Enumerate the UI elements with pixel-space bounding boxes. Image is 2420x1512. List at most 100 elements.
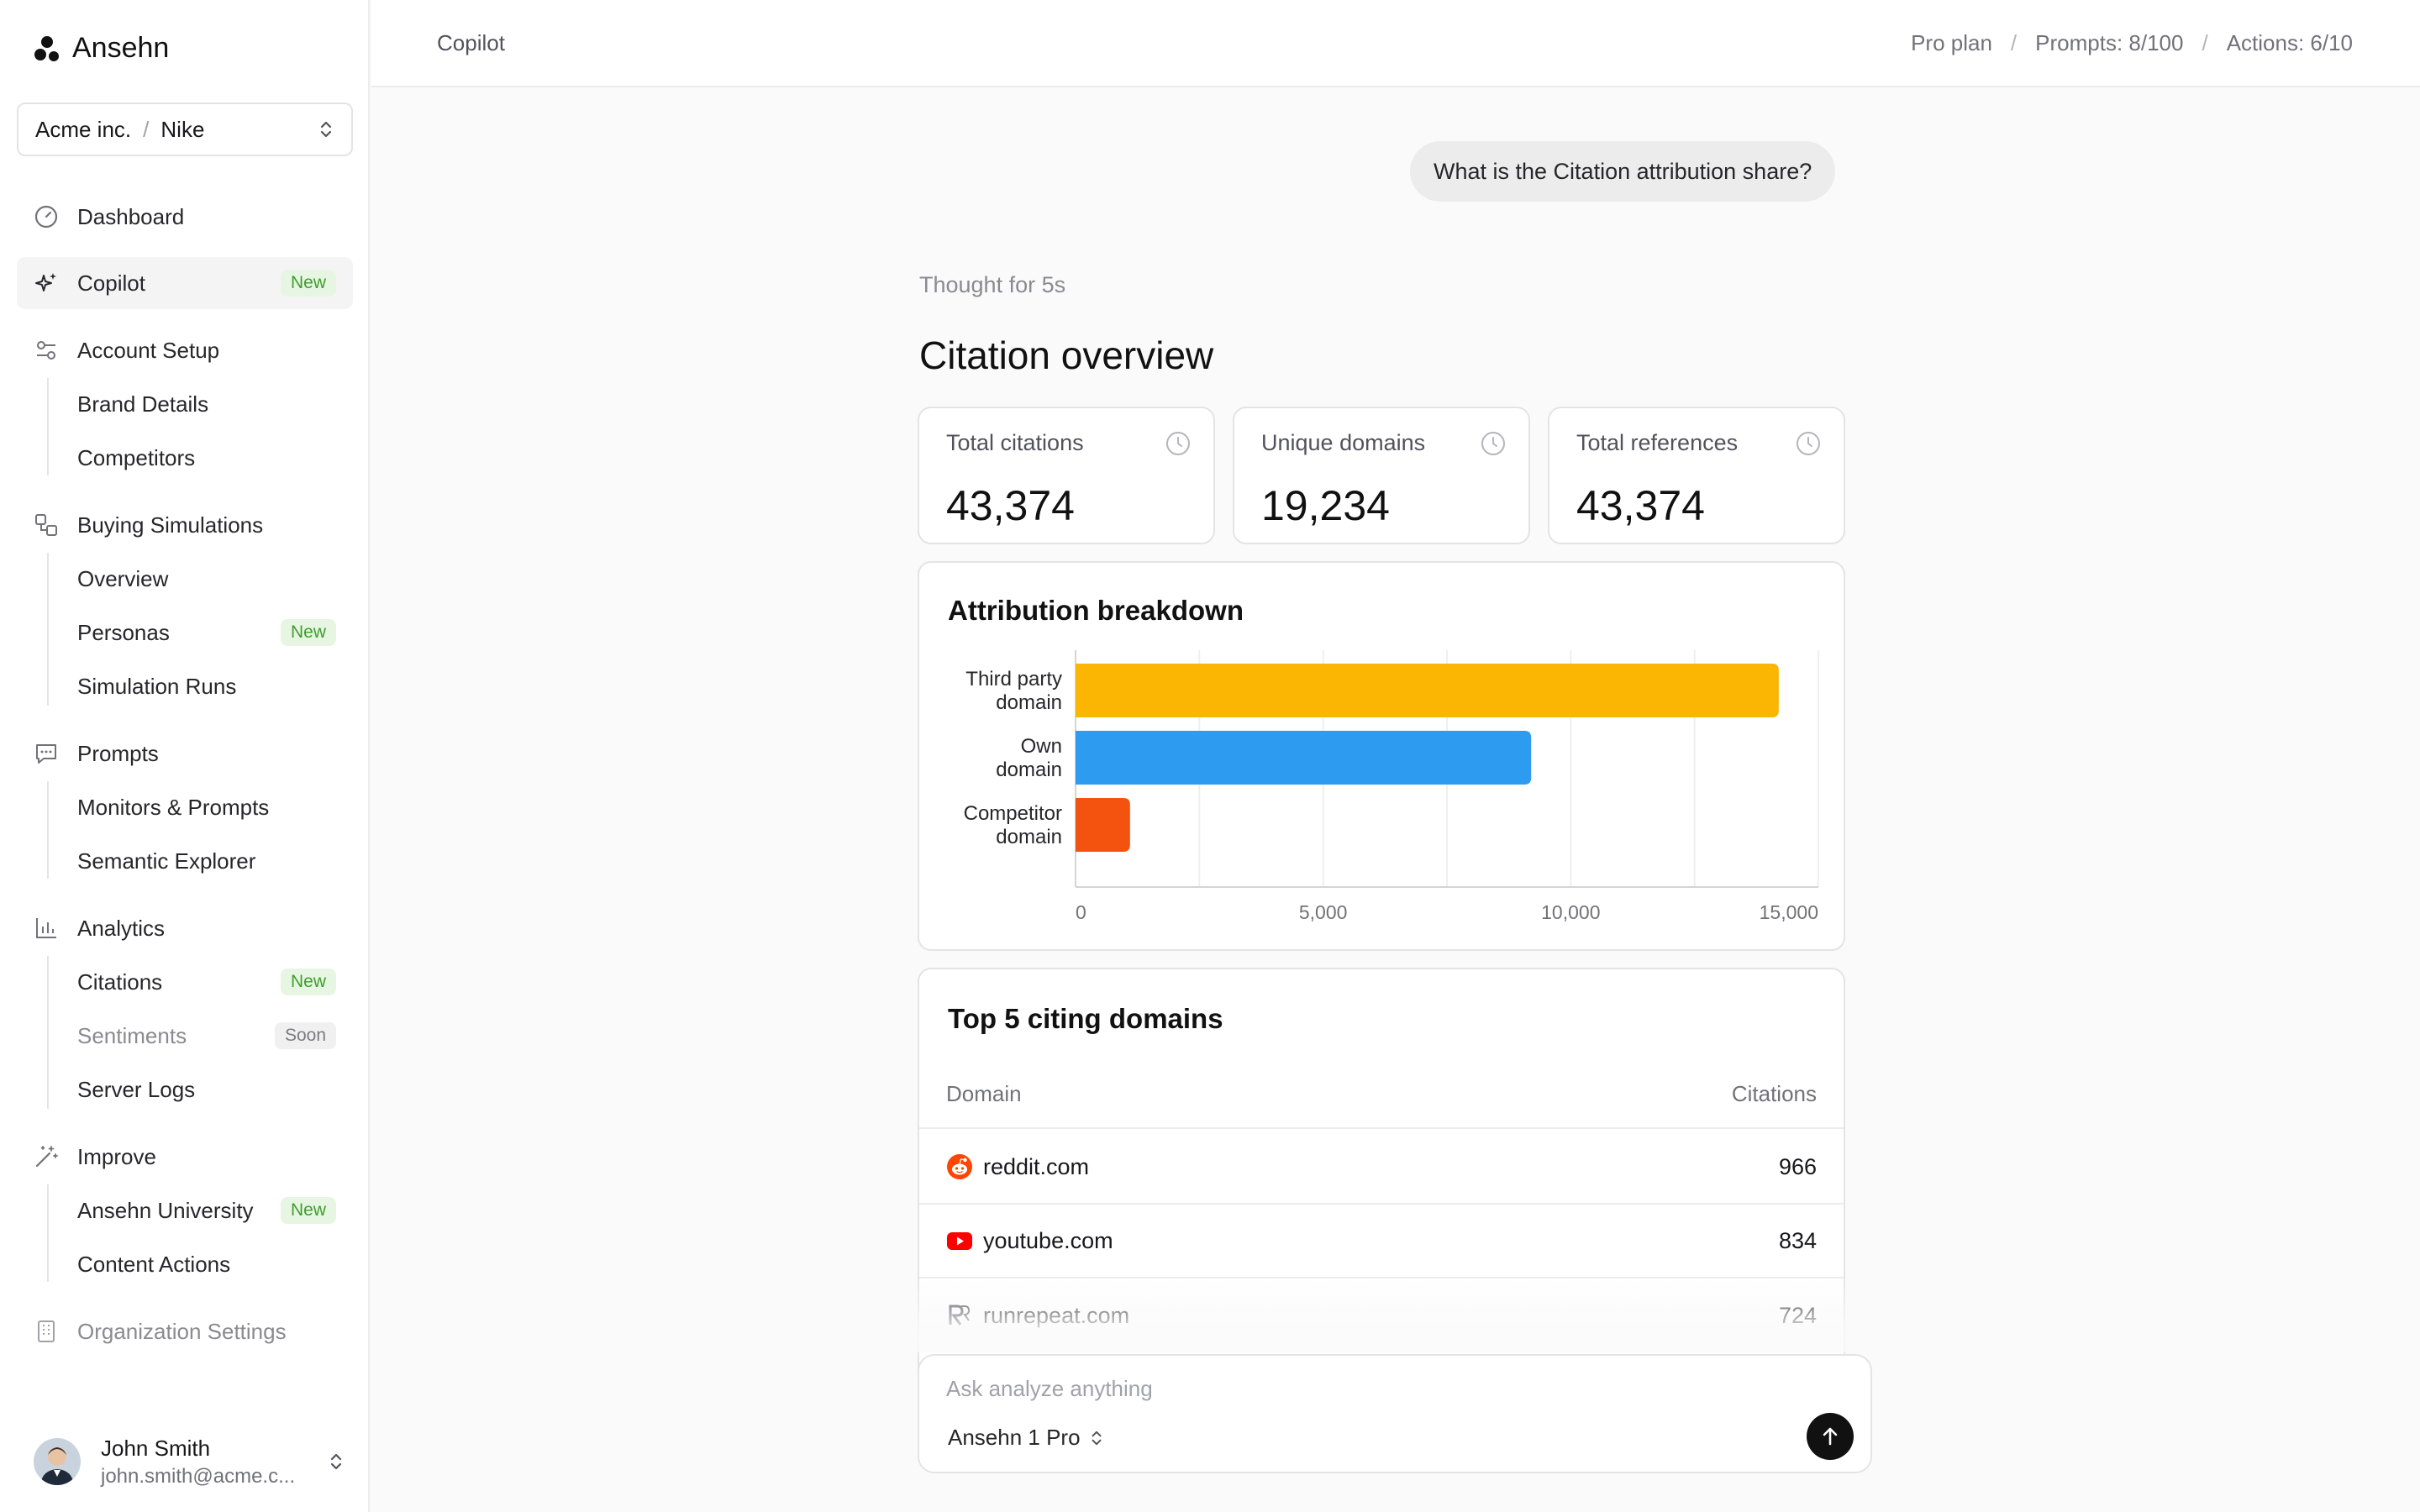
x-tick-label: 0	[1076, 901, 1086, 923]
sidebar-item-monitors-prompts[interactable]: Monitors & Prompts	[77, 781, 353, 833]
plan-usage: Pro plan / Prompts: 8/100 / Actions: 6/1…	[1911, 30, 2353, 56]
plan-separator: /	[2202, 30, 2208, 55]
org-switcher[interactable]: Acme inc. / Nike	[17, 102, 353, 156]
column-header-domain[interactable]: Domain	[946, 1080, 1022, 1106]
new-badge: New	[280, 619, 336, 646]
sidebar-label: Copilot	[77, 270, 145, 296]
new-badge: New	[280, 270, 336, 297]
column-header-citations[interactable]: Citations	[1731, 1080, 1817, 1106]
stat-label: Unique domains	[1261, 430, 1426, 455]
table-row[interactable]: reddit.com 966	[919, 1131, 1844, 1205]
clock-icon[interactable]	[1165, 430, 1192, 457]
sidebar-item-ansehn-university[interactable]: Ansehn University New	[77, 1184, 353, 1236]
arrow-up-icon	[1823, 1427, 1838, 1446]
model-selector[interactable]: Ansehn 1 Pro	[948, 1425, 1104, 1451]
sidebar-label: Analytics	[77, 915, 166, 941]
user-name: John Smith	[101, 1435, 211, 1461]
x-tick-label: 10,000	[1541, 901, 1600, 923]
org-name: Acme inc.	[35, 116, 132, 142]
chart-bar	[1076, 798, 1130, 852]
nav-guide-line	[47, 781, 49, 879]
actions-usage: Actions: 6/10	[2226, 30, 2353, 55]
category-label: domain	[996, 759, 1062, 781]
sidebar-item-copilot[interactable]: Copilot New	[17, 257, 353, 309]
response-title: Citation overview	[919, 333, 1214, 377]
sidebar-label: Citations	[77, 969, 163, 995]
sliders-icon	[34, 338, 59, 363]
clock-icon[interactable]	[1480, 430, 1507, 457]
model-name: Ansehn 1 Pro	[948, 1425, 1081, 1450]
sidebar-item-buying-simulations[interactable]: Buying Simulations	[17, 499, 353, 551]
new-badge: New	[280, 969, 336, 995]
chevron-up-down-icon	[1092, 1431, 1102, 1445]
sidebar-label: Semantic Explorer	[77, 848, 256, 874]
category-label: domain	[996, 826, 1062, 848]
stat-value: 43,374	[1576, 482, 1705, 529]
sidebar-item-dashboard[interactable]: Dashboard	[17, 191, 353, 243]
category-label: domain	[996, 691, 1062, 714]
sidebar-label: Server Logs	[77, 1076, 196, 1102]
category-label: Own	[1021, 735, 1062, 758]
table-row[interactable]: runrepeat.com 724	[919, 1278, 1844, 1352]
sidebar-label: Content Actions	[77, 1251, 231, 1277]
chat-input[interactable]	[946, 1376, 1702, 1402]
magic-wand-icon	[34, 1144, 59, 1169]
top-domains-card: Top 5 citing domains Domain Citations re…	[918, 968, 1845, 1404]
sidebar-item-brand-details[interactable]: Brand Details	[77, 378, 353, 430]
sidebar-item-sentiments: Sentiments Soon	[77, 1010, 353, 1062]
sidebar-item-improve[interactable]: Improve	[17, 1131, 353, 1183]
app-name: Ansehn	[72, 32, 170, 64]
x-tick-label: 5,000	[1299, 901, 1348, 923]
sparkles-icon	[34, 270, 59, 296]
clock-icon[interactable]	[1795, 430, 1822, 457]
plan-name[interactable]: Pro plan	[1911, 30, 1992, 55]
chart-title: Attribution breakdown	[948, 595, 1244, 626]
chevron-up-down-icon	[320, 121, 332, 138]
stat-value: 19,234	[1261, 482, 1390, 529]
sidebar-item-prompts[interactable]: Prompts	[17, 727, 353, 780]
table-row[interactable]: youtube.com 834	[919, 1205, 1844, 1278]
sidebar-item-content-actions[interactable]: Content Actions	[77, 1238, 353, 1290]
sidebar-label: Ansehn University	[77, 1197, 254, 1223]
sidebar-item-analytics[interactable]: Analytics	[17, 902, 353, 954]
reddit-icon	[946, 1153, 973, 1180]
runrepeat-icon	[946, 1302, 973, 1329]
sidebar-item-simulation-runs[interactable]: Simulation Runs	[77, 660, 353, 712]
breadcrumb[interactable]: Copilot	[437, 30, 505, 55]
sidebar-item-account-setup[interactable]: Account Setup	[17, 324, 353, 376]
sidebar-item-semantic-explorer[interactable]: Semantic Explorer	[77, 835, 353, 887]
chevron-up-down-icon	[330, 1453, 342, 1470]
category-label: Third party	[965, 668, 1062, 690]
sidebar-item-organization-settings[interactable]: Organization Settings	[17, 1305, 353, 1357]
sidebar-label: Overview	[77, 565, 169, 591]
domain-name: runrepeat.com	[983, 1302, 1130, 1328]
sidebar-label: Simulation Runs	[77, 673, 237, 699]
sidebar-label: Personas	[77, 619, 170, 645]
sidebar-item-competitors[interactable]: Competitors	[77, 432, 353, 484]
user-message-bubble: What is the Citation attribution share?	[1410, 141, 1836, 202]
nav-guide-line	[47, 553, 49, 706]
new-badge: New	[280, 1197, 336, 1224]
user-menu[interactable]: John Smith john.smith@acme.c...	[34, 1435, 345, 1488]
thought-duration[interactable]: Thought for 5s	[919, 272, 1066, 297]
app-logo[interactable]: Ansehn	[34, 32, 169, 65]
domain-name: youtube.com	[983, 1227, 1113, 1253]
stat-card-unique-domains: Unique domains 19,234	[1233, 407, 1530, 544]
send-button[interactable]	[1807, 1413, 1854, 1460]
sidebar-label: Competitors	[77, 444, 196, 470]
attribution-bar-chart: Third partydomainOwndomainCompetitordoma…	[964, 650, 1819, 923]
citation-count: 966	[1778, 1153, 1817, 1179]
sidebar-item-server-logs[interactable]: Server Logs	[77, 1063, 353, 1116]
sidebar-label: Buying Simulations	[77, 512, 264, 538]
sidebar-item-overview[interactable]: Overview	[77, 553, 353, 605]
gauge-icon	[34, 204, 59, 229]
sidebar-item-personas[interactable]: Personas New	[77, 606, 353, 659]
bar-chart-icon	[34, 916, 59, 941]
chart-bar	[1076, 731, 1532, 785]
sidebar-item-citations[interactable]: Citations New	[77, 956, 353, 1008]
sidebar-label: Prompts	[77, 740, 159, 766]
user-email: john.smith@acme.c...	[101, 1464, 296, 1488]
top-bar: Copilot Pro plan / Prompts: 8/100 / Acti…	[371, 0, 2420, 87]
message-icon	[34, 741, 59, 766]
category-label: Competitor	[964, 802, 1062, 825]
